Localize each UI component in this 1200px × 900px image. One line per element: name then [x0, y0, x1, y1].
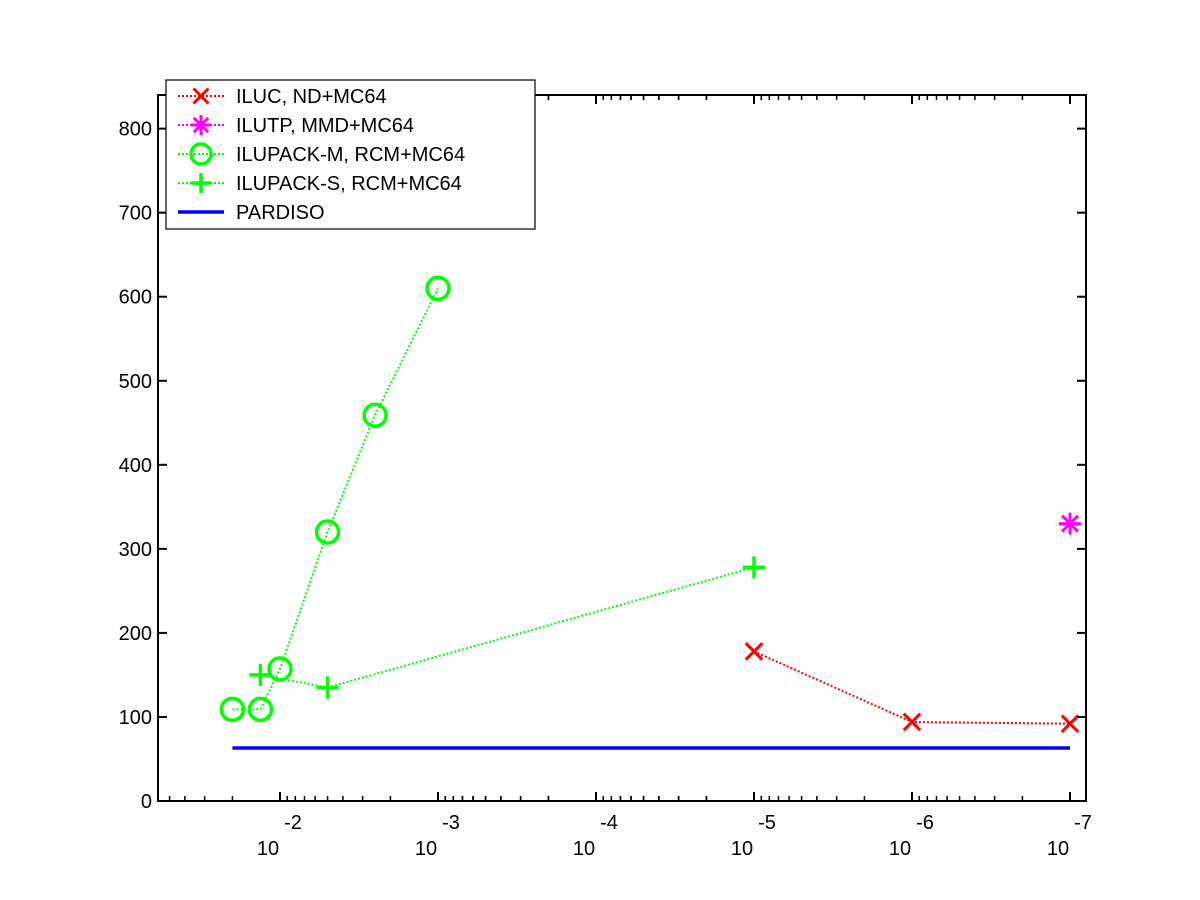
y-tick-label: 100	[119, 707, 152, 729]
series-0-point	[744, 642, 764, 661]
legend-marker-0	[192, 87, 210, 105]
series-0-point	[1060, 714, 1080, 733]
x-tick-label-exponent: -5	[758, 812, 776, 834]
series-2-point	[219, 696, 246, 723]
x-tick-label-exponent: -3	[442, 812, 460, 834]
x-tick-label-base: 10	[1047, 838, 1069, 860]
legend-label-3: ILUPACK-S, RCM+MC64	[236, 173, 462, 195]
legend-label-4: PARDISO	[236, 202, 325, 224]
legend-box	[165, 79, 536, 230]
y-tick-label: 200	[119, 623, 152, 645]
series-2-point	[247, 696, 274, 723]
y-tick-label: 300	[119, 539, 152, 561]
y-tick-label: 400	[119, 455, 152, 477]
y-tick-label: 600	[119, 287, 152, 309]
y-tick-label: 0	[141, 791, 152, 813]
y-tick-label: 500	[119, 371, 152, 393]
series-2-point	[267, 656, 293, 682]
x-tick-label-exponent: -2	[284, 812, 302, 834]
x-tick-label-exponent: -7	[1074, 812, 1092, 834]
series-2-point	[425, 275, 451, 302]
series-3-point	[249, 663, 272, 686]
x-axis: 10-210-310-410-510-610-7	[168, 95, 1092, 860]
series-0-point	[902, 712, 922, 732]
series-line-3	[260, 566, 755, 689]
series-markers	[219, 275, 1081, 733]
series-2-point	[362, 402, 388, 428]
series-3-point	[743, 556, 765, 579]
legend-label-1: ILUTP, MMD+MC64	[236, 115, 414, 137]
x-tick-label-exponent: -6	[916, 812, 934, 834]
x-tick-label-exponent: -4	[600, 812, 618, 834]
y-tick-label: 800	[119, 119, 152, 141]
x-tick-label-base: 10	[415, 838, 437, 860]
series-line-2	[232, 287, 439, 711]
x-tick-label-base: 10	[889, 838, 911, 860]
series-lines	[232, 287, 1071, 750]
series-1-point	[1059, 512, 1081, 535]
legend-marker-2	[189, 142, 213, 166]
plot-frame	[157, 94, 1087, 802]
y-axis: 0 100 200 300 400 500 600 700 800	[119, 119, 1086, 813]
legend-marker-3	[191, 173, 211, 193]
x-tick-label-base: 10	[731, 838, 753, 860]
series-2-point	[314, 519, 341, 545]
legend-marker-1	[191, 115, 211, 135]
x-tick-label-base: 10	[573, 838, 595, 860]
y-tick-label: 700	[119, 203, 152, 225]
legend-label-0: ILUC, ND+MC64	[236, 86, 387, 108]
x-tick-label-base: 10	[257, 838, 279, 860]
series-line-0	[753, 650, 1071, 725]
legend: ILUC, ND+MC64 ILUTP, MMD+MC64 ILUPACK-M, R…	[165, 79, 536, 230]
series-3-point	[316, 676, 339, 699]
legend-label-2: ILUPACK-M, RCM+MC64	[236, 144, 465, 166]
